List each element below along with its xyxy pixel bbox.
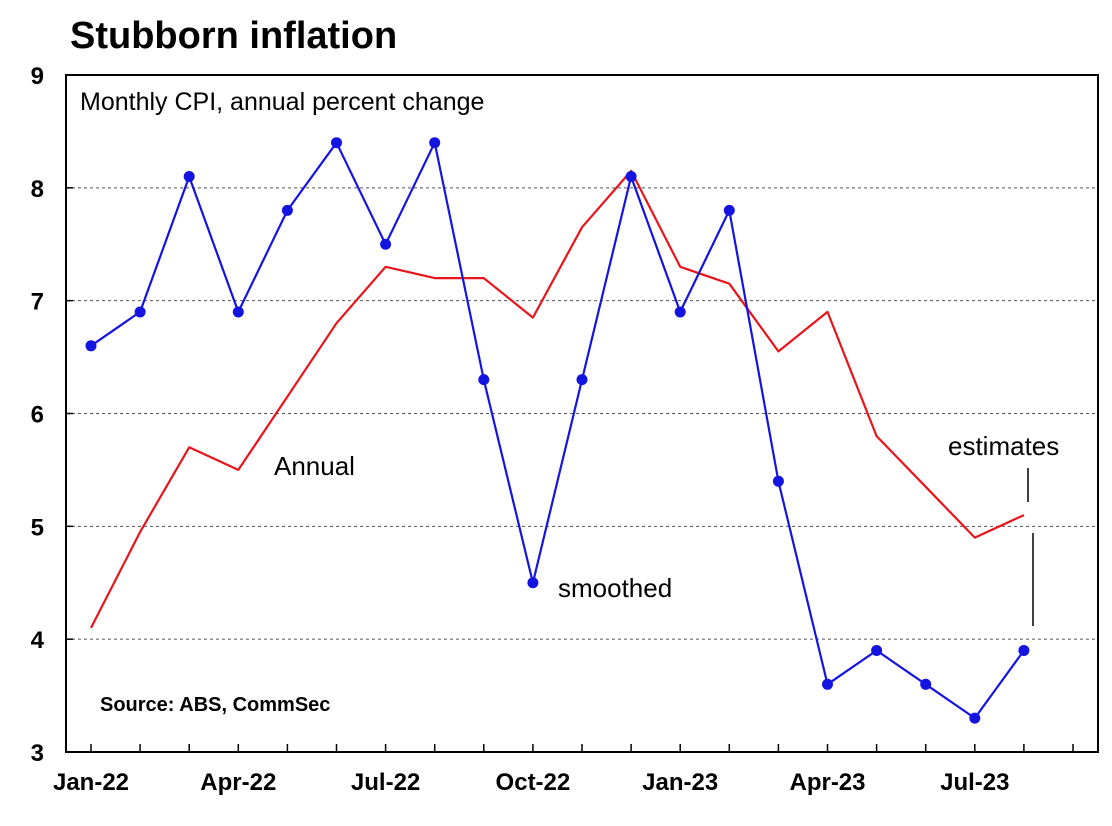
data-point-smoothed	[331, 137, 342, 149]
annotation-smoothed: smoothed	[558, 573, 672, 603]
data-point-smoothed	[232, 306, 244, 318]
data-point-smoothed	[772, 475, 784, 487]
series-line-smoothed	[90, 141, 1025, 720]
data-point-smoothed	[576, 374, 588, 386]
annotation-estimates: estimates	[948, 431, 1059, 461]
y-tick-label: 8	[31, 176, 44, 203]
y-tick-label: 7	[31, 289, 44, 316]
annotation-annual: Annual	[274, 451, 355, 481]
gridlines	[66, 187, 1098, 640]
x-tick-label: Oct-22	[496, 769, 571, 796]
series-line-annual	[90, 169, 1025, 629]
x-tick-label: Jul-23	[940, 769, 1009, 796]
y-axis-ticks: 3 4 5 6 7 8 9	[31, 63, 73, 767]
y-tick-label: 4	[31, 627, 45, 654]
data-point-smoothed	[85, 340, 97, 352]
data-point-smoothed	[625, 171, 637, 183]
y-tick-label: 3	[31, 740, 44, 767]
data-point-smoothed	[281, 204, 293, 216]
source-note: Source: ABS, CommSec	[100, 694, 330, 716]
x-tick-label: Apr-23	[789, 769, 865, 796]
data-point-smoothed	[822, 678, 833, 690]
data-point-smoothed	[871, 644, 883, 656]
data-point-smoothed	[1018, 644, 1030, 656]
x-tick-label: Jul-22	[351, 769, 420, 796]
x-axis-ticks: Jan-22 Apr-22 Jul-22 Oct-22 Jan-23 Apr-23 Jul-…	[53, 744, 1074, 796]
x-tick-label: Apr-22	[200, 769, 276, 796]
y-tick-label: 5	[31, 514, 44, 541]
data-point-smoothed	[429, 137, 441, 149]
data-point-smoothed	[134, 306, 146, 318]
y-tick-label: 6	[31, 402, 44, 429]
chart-subtitle: Monthly CPI, annual percent change	[80, 88, 484, 116]
x-tick-label: Jan-22	[53, 769, 129, 796]
x-tick-label: Jan-23	[642, 769, 718, 796]
y-tick-label: 9	[31, 63, 44, 90]
data-point-smoothed	[380, 238, 392, 250]
series-layer	[85, 137, 1030, 724]
data-point-smoothed	[183, 171, 195, 183]
data-point-smoothed	[674, 306, 686, 318]
chart-title: Stubborn inflation	[70, 15, 397, 57]
data-point-smoothed	[969, 712, 981, 724]
data-point-smoothed	[527, 577, 539, 589]
data-point-smoothed	[920, 678, 932, 690]
data-point-smoothed	[723, 204, 735, 216]
data-point-smoothed	[478, 374, 490, 386]
